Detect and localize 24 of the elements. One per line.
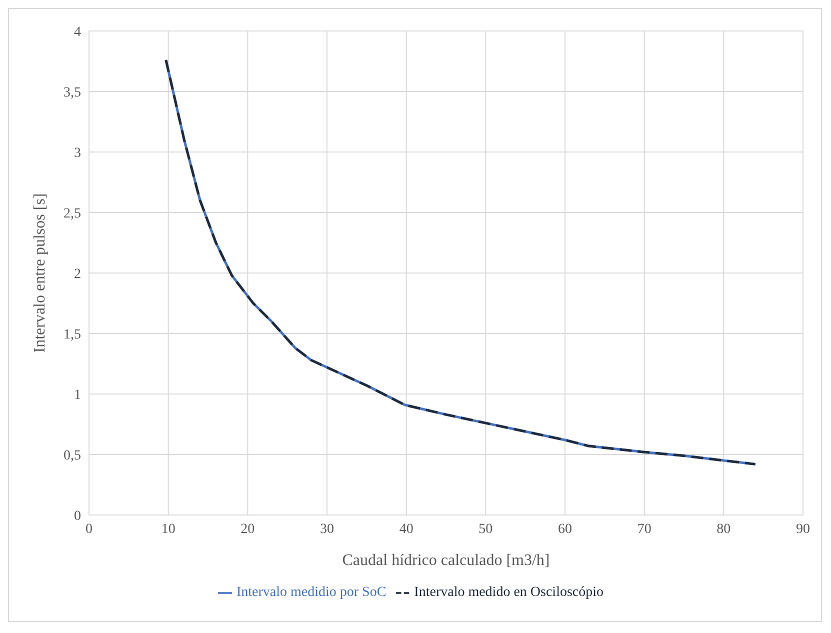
y-axis-title: Intervalo entre pulsos [s] — [32, 193, 49, 353]
x-tick-label: 30 — [320, 522, 334, 537]
y-tick-label: 1 — [74, 388, 81, 403]
x-tick-label: 60 — [558, 522, 572, 537]
y-tick-label: 3,5 — [64, 85, 81, 100]
legend-label: Intervalo medido en Osciloscópio — [414, 585, 604, 600]
line-series — [164, 58, 757, 466]
x-tick-label: 50 — [478, 522, 493, 537]
x-tick-label: 40 — [399, 522, 414, 537]
y-tick-label: 2,5 — [64, 206, 81, 222]
x-tick-label: 70 — [637, 522, 652, 537]
y-tick-label: 2 — [74, 266, 81, 282]
legend-label: Intervalo medidio por SoC — [236, 585, 386, 600]
y-tick-label: 0,5 — [64, 448, 81, 464]
x-tick-label: 20 — [240, 522, 255, 537]
x-axis-title: Caudal hídrico calculado [m3/h] — [342, 552, 550, 569]
y-tick-label: 4 — [74, 24, 81, 40]
x-tick-label: 80 — [716, 522, 731, 537]
y-tick-label: 1,5 — [64, 327, 81, 342]
y-tick-label: 3 — [74, 146, 81, 161]
y-tick-label: 0 — [74, 508, 81, 524]
x-tick-label: 0 — [86, 522, 92, 537]
x-tick-label: 90 — [796, 522, 810, 537]
x-tick-label: 10 — [161, 522, 176, 537]
